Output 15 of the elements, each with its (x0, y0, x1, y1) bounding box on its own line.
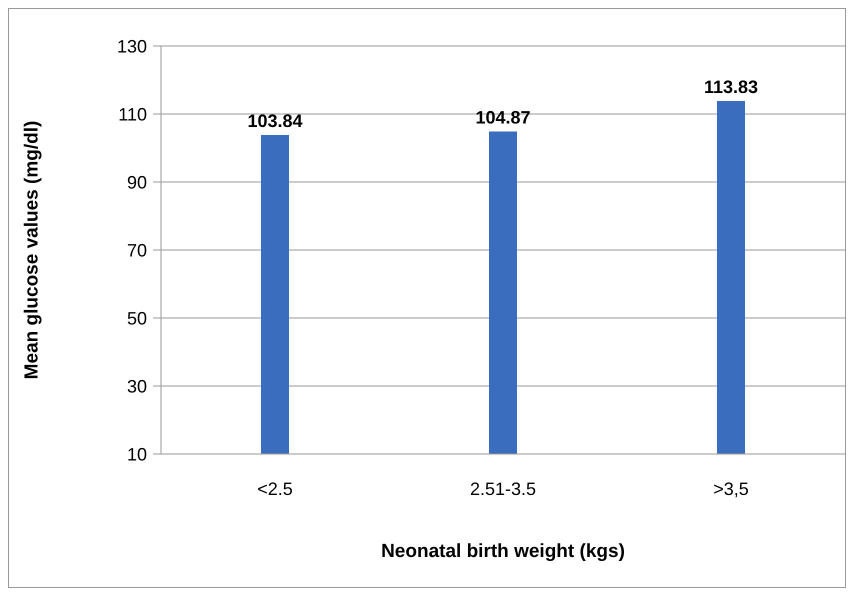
y-tick-label: 110 (118, 104, 147, 124)
data-label: 113.83 (704, 76, 758, 97)
y-tick-label: 130 (116, 36, 147, 56)
y-tick-label: 10 (126, 444, 147, 464)
x-tick-label: <2.5 (257, 478, 293, 499)
y-axis-title: Mean glucose values (mg/dl) (22, 120, 43, 380)
y-tick-label: 50 (126, 308, 147, 328)
x-axis-title: Neonatal birth weight (kgs) (381, 541, 625, 562)
x-tick-label: 2.51-3.5 (470, 478, 536, 499)
y-tick-label: 30 (126, 376, 147, 396)
y-tick-label: 70 (126, 240, 147, 260)
y-tick-label: 90 (126, 172, 147, 192)
data-label: 104.87 (475, 107, 531, 128)
data-label: 103.84 (247, 110, 303, 131)
x-tick-label: >3,5 (713, 478, 749, 499)
